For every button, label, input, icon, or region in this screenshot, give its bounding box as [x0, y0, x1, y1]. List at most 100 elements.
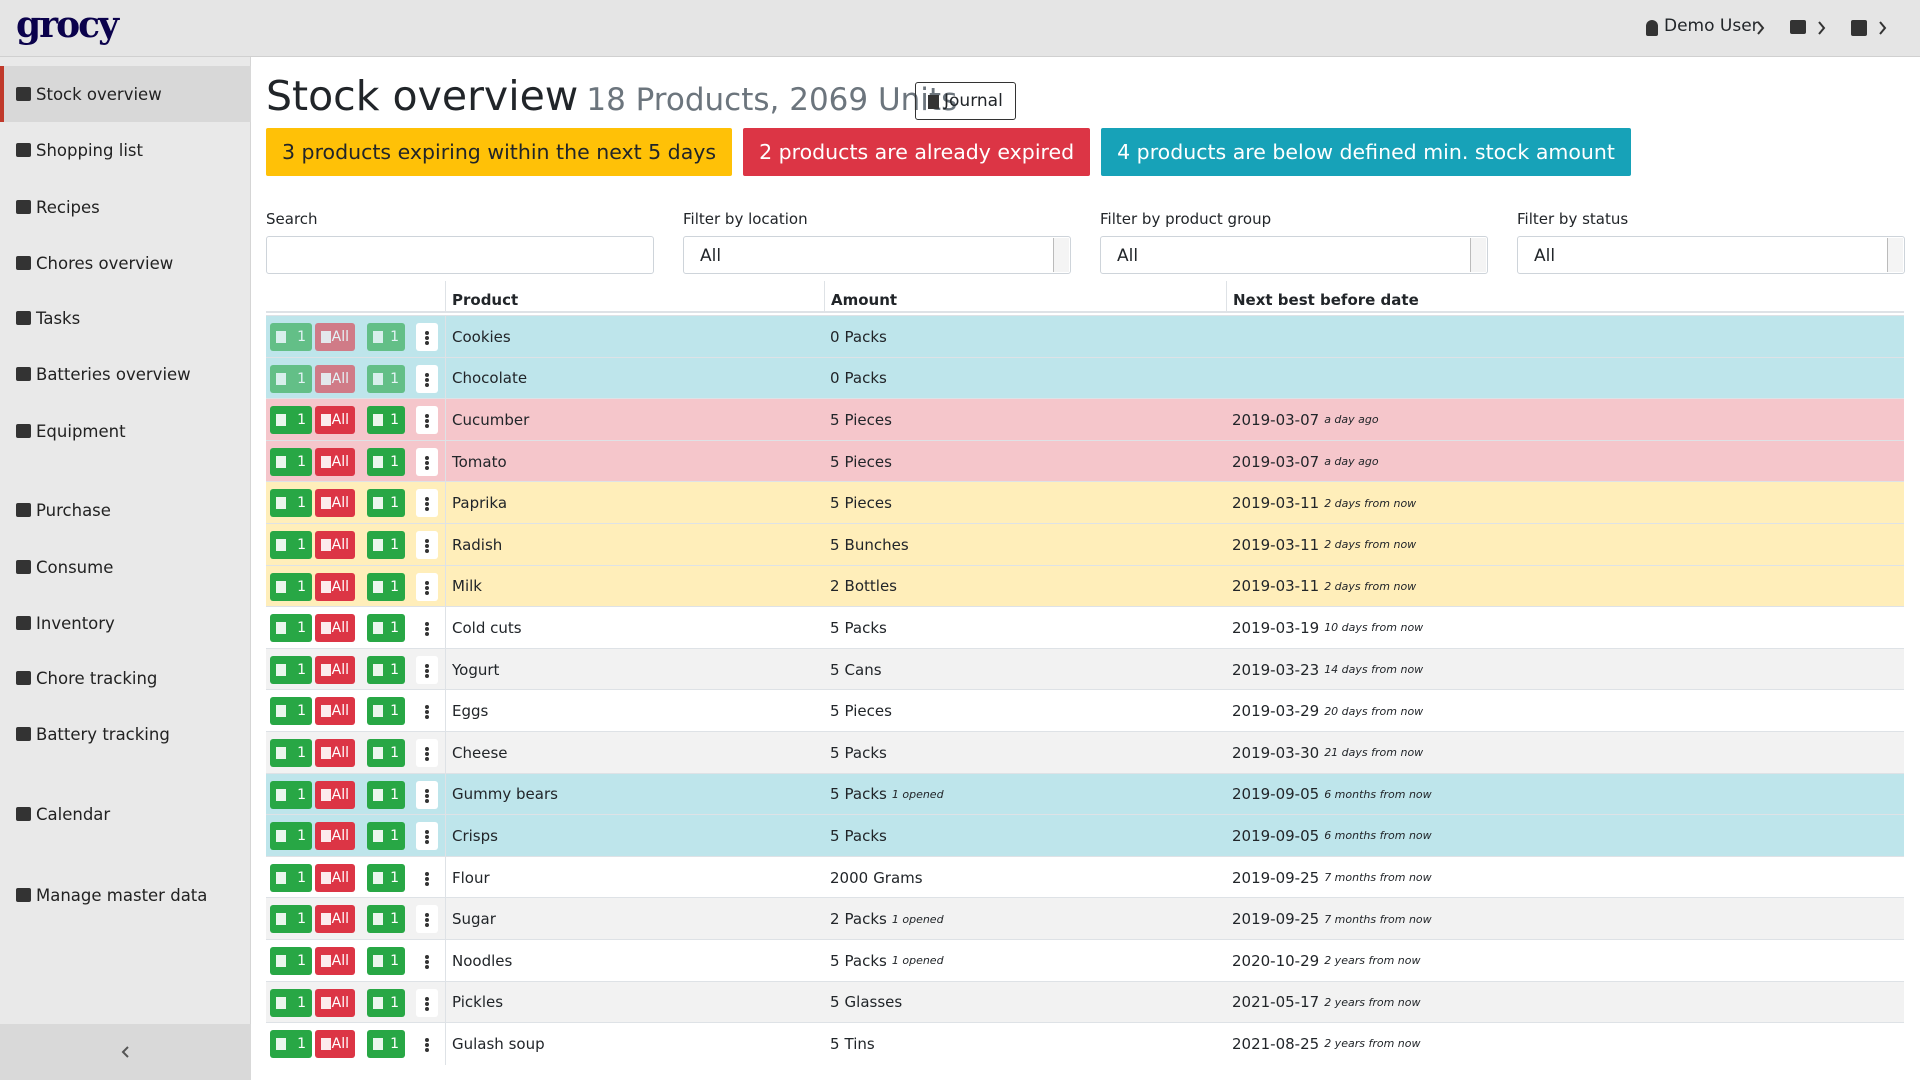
product-name[interactable]: Crisps	[452, 826, 498, 845]
action-button[interactable]: All	[315, 697, 355, 726]
product-name[interactable]: Radish	[452, 535, 503, 554]
action-button[interactable]: All	[315, 614, 355, 643]
action-button[interactable]: 1	[270, 905, 312, 934]
nav-item[interactable]: Calendar	[0, 786, 251, 842]
product-name[interactable]: Chocolate	[452, 369, 528, 388]
action-button[interactable]: All	[315, 1030, 355, 1059]
product-name[interactable]: Cookies	[452, 327, 511, 346]
action-button[interactable]: 1	[270, 447, 312, 476]
more-menu[interactable]	[416, 905, 438, 934]
action-button[interactable]: 1	[367, 739, 405, 767]
action-button[interactable]: 1	[367, 364, 405, 393]
action-button[interactable]: 1	[270, 988, 312, 1017]
nav-item[interactable]: Stock overview	[0, 66, 251, 122]
action-button[interactable]: All	[315, 655, 355, 684]
action-button[interactable]: All	[315, 780, 355, 809]
more-menu[interactable]	[416, 531, 438, 559]
action-button[interactable]: 1	[367, 822, 405, 851]
product-name[interactable]: Gulash soup	[452, 1034, 545, 1053]
more-menu[interactable]	[416, 947, 438, 975]
action-button[interactable]: 1	[367, 531, 405, 559]
location-select[interactable]: All	[683, 236, 1071, 274]
action-button[interactable]: 1	[270, 947, 312, 975]
action-button[interactable]: 1	[270, 655, 312, 684]
nav-item[interactable]: Shopping list	[0, 122, 251, 178]
column-header[interactable]: Next best before date	[1226, 281, 1904, 313]
nav-item[interactable]: Inventory	[0, 595, 251, 651]
action-button[interactable]: 1	[270, 1030, 312, 1059]
nav-item[interactable]: Chore tracking	[0, 650, 251, 706]
more-menu[interactable]	[416, 406, 438, 435]
action-button[interactable]: 1	[367, 614, 405, 643]
nav-item[interactable]: Purchase	[0, 482, 251, 538]
action-button[interactable]: 1	[367, 323, 405, 351]
action-button[interactable]: All	[315, 988, 355, 1017]
more-menu[interactable]	[416, 572, 438, 601]
more-menu[interactable]	[416, 614, 438, 643]
more-menu[interactable]	[416, 364, 438, 393]
more-menu[interactable]	[416, 447, 438, 476]
action-button[interactable]: All	[315, 323, 355, 351]
more-menu[interactable]	[416, 822, 438, 851]
collapse-bar[interactable]	[0, 1024, 251, 1080]
more-menu[interactable]	[416, 489, 438, 518]
user-menu[interactable]: Demo User	[1664, 16, 1759, 36]
alert[interactable]: 4 products are below defined min. stock …	[1101, 128, 1631, 176]
action-button[interactable]: All	[315, 489, 355, 518]
action-button[interactable]: 1	[367, 1030, 405, 1059]
more-menu[interactable]	[416, 780, 438, 809]
action-button[interactable]: 1	[270, 531, 312, 559]
more-menu[interactable]	[416, 988, 438, 1017]
action-button[interactable]: 1	[367, 780, 405, 809]
nav-item[interactable]: Tasks	[0, 290, 251, 346]
action-button[interactable]: 1	[367, 406, 405, 435]
action-button[interactable]: 1	[367, 988, 405, 1017]
action-button[interactable]: 1	[270, 572, 312, 601]
alert[interactable]: 3 products expiring within the next 5 da…	[266, 128, 733, 176]
nav-item[interactable]: Chores overview	[0, 235, 251, 291]
group-select[interactable]: All	[1100, 236, 1488, 274]
product-name[interactable]: Tomato	[452, 452, 507, 471]
product-name[interactable]: Cheese	[452, 743, 508, 762]
product-name[interactable]: Flour	[452, 868, 490, 887]
action-button[interactable]: 1	[270, 863, 312, 892]
search-input[interactable]	[266, 236, 654, 274]
action-button[interactable]: All	[315, 572, 355, 601]
more-menu[interactable]	[416, 323, 438, 351]
product-name[interactable]: Cold cuts	[452, 618, 522, 637]
action-button[interactable]: 1	[270, 822, 312, 851]
action-button[interactable]: 1	[367, 947, 405, 975]
action-button[interactable]: 1	[367, 447, 405, 476]
action-button[interactable]: 1	[367, 489, 405, 518]
action-button[interactable]: 1	[270, 697, 312, 726]
alert[interactable]: 2 products are already expired	[743, 128, 1091, 176]
tools-icon[interactable]	[1851, 20, 1867, 36]
nav-item[interactable]: Recipes	[0, 179, 251, 235]
nav-item[interactable]: Equipment	[0, 403, 251, 459]
product-name[interactable]: Sugar	[452, 910, 496, 929]
more-menu[interactable]	[416, 655, 438, 684]
action-button[interactable]: All	[315, 905, 355, 934]
more-menu[interactable]	[416, 863, 438, 892]
journal-button[interactable]: Journal	[915, 82, 1016, 120]
action-button[interactable]: 1	[270, 364, 312, 393]
action-button[interactable]: 1	[367, 905, 405, 934]
product-name[interactable]: Yogurt	[452, 660, 500, 679]
logo[interactable]: grocy	[16, 4, 119, 46]
product-name[interactable]: Eggs	[452, 702, 489, 721]
action-button[interactable]: 1	[367, 572, 405, 601]
action-button[interactable]: All	[315, 447, 355, 476]
action-button[interactable]: 1	[367, 655, 405, 684]
product-name[interactable]: Pickles	[452, 993, 504, 1012]
action-button[interactable]: All	[315, 739, 355, 767]
product-name[interactable]: Milk	[452, 577, 482, 596]
product-name[interactable]: Noodles	[452, 951, 513, 970]
action-button[interactable]: All	[315, 531, 355, 559]
action-button[interactable]: 1	[367, 863, 405, 892]
action-button[interactable]: 1	[270, 780, 312, 809]
action-button[interactable]: 1	[270, 489, 312, 518]
nav-item[interactable]: Batteries overview	[0, 346, 251, 402]
nav-item[interactable]: Consume	[0, 539, 251, 595]
action-button[interactable]: 1	[270, 739, 312, 767]
action-button[interactable]: All	[315, 406, 355, 435]
